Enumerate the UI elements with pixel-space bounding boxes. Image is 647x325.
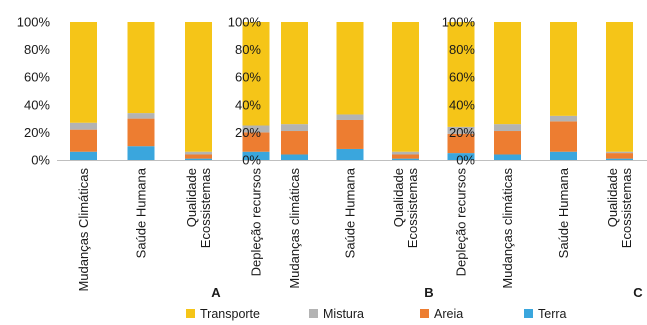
y-tick-label: 40% bbox=[24, 97, 50, 112]
legend-swatch-mistura bbox=[309, 309, 318, 318]
bar-segment-transporte bbox=[550, 22, 577, 116]
bar-segment-terra bbox=[127, 146, 155, 160]
bar-segment-areia bbox=[447, 133, 475, 154]
bar-segment-terra bbox=[242, 151, 270, 160]
x-category-label: Saúde Humana bbox=[556, 167, 571, 258]
chart-panel-a: 0% 20% 40% 60% 80% 100% Mudanças Climáticas Saú… bbox=[17, 15, 296, 300]
bar-segment-transporte bbox=[606, 22, 633, 152]
bar-segment-terra bbox=[550, 151, 577, 160]
y-tick-label: 60% bbox=[449, 70, 475, 85]
bar-segment-transporte bbox=[185, 22, 212, 152]
bar-segment-mistura bbox=[242, 125, 270, 133]
bar-segment-mistura bbox=[392, 151, 419, 155]
x-category-label: Saúde Humana bbox=[134, 167, 149, 258]
chart-panel-b: 0% 20% 40% 60% 80% 100% Mudanças climáticas Saú… bbox=[228, 15, 499, 300]
legend-label-terra: Terra bbox=[538, 307, 567, 321]
y-tick-label: 20% bbox=[235, 125, 261, 140]
bar-segment-areia bbox=[392, 154, 419, 159]
legend-label-areia: Areia bbox=[434, 307, 464, 321]
bar-segment-areia bbox=[281, 131, 308, 155]
bar-segment-mistura bbox=[494, 124, 521, 132]
bar-segment-transporte bbox=[447, 22, 475, 127]
chart-panel-c: 0% 20% 40% 60% 80% 100% Mudanças climáticas Saú… bbox=[442, 15, 647, 300]
bar-segment-transporte bbox=[494, 22, 521, 125]
bar-segment-terra bbox=[70, 151, 97, 160]
bar-segment-mistura bbox=[606, 151, 633, 154]
y-tick-label: 40% bbox=[235, 97, 261, 112]
y-tick-label: 100% bbox=[17, 15, 51, 30]
bar-segment-transporte bbox=[127, 22, 155, 114]
x-category-label: Mudanças climáticas bbox=[287, 168, 302, 289]
x-category-label: Ecossistemas bbox=[405, 168, 420, 249]
panel-label: B bbox=[424, 285, 433, 300]
x-category-label: Mudanças Climáticas bbox=[76, 168, 91, 292]
y-tick-label: 80% bbox=[449, 42, 475, 57]
charts-svg: 0% 20% 40% 60% 80% 100% Mudanças Climáticas Saú… bbox=[17, 15, 647, 300]
y-tick-label: 60% bbox=[235, 70, 261, 85]
x-category-label: Qualidade bbox=[184, 168, 199, 227]
bar-segment-mistura bbox=[185, 151, 212, 155]
bar-segment-transporte bbox=[336, 22, 364, 115]
y-tick-label: 60% bbox=[24, 70, 50, 85]
bar-segment-areia bbox=[336, 119, 364, 149]
legend-swatch-transporte bbox=[186, 309, 195, 318]
bar-segment-terra bbox=[606, 158, 633, 160]
bar-segment-terra bbox=[336, 148, 364, 160]
bar-segment-transporte bbox=[70, 22, 97, 123]
bar-segment-areia bbox=[242, 132, 270, 152]
panel-label: C bbox=[633, 285, 643, 300]
bar-segment-transporte bbox=[392, 22, 419, 152]
bar-segment-terra bbox=[392, 158, 419, 160]
legend: Transporte Mistura Areia Terra bbox=[0, 304, 647, 324]
bar-segment-transporte bbox=[281, 22, 308, 125]
y-tick-label: 100% bbox=[442, 15, 476, 30]
legend-swatch-areia bbox=[420, 309, 429, 318]
legend-label-mistura: Mistura bbox=[323, 307, 364, 321]
y-tick-label: 0% bbox=[31, 153, 50, 168]
y-tick-label: 20% bbox=[24, 125, 50, 140]
bar-segment-areia bbox=[185, 154, 212, 159]
y-tick-label: 0% bbox=[456, 153, 475, 168]
legend-swatch-terra bbox=[524, 309, 533, 318]
x-category-label: Mudanças climáticas bbox=[500, 168, 515, 289]
y-tick-label: 100% bbox=[228, 15, 262, 30]
x-category-label: Ecossistemas bbox=[619, 168, 634, 249]
bar-segment-areia bbox=[494, 131, 521, 155]
bar-segment-terra bbox=[494, 154, 521, 160]
x-category-label: Depleção recursos bbox=[454, 168, 469, 277]
bar-segment-mistura bbox=[336, 114, 364, 120]
bar-segment-terra bbox=[447, 153, 475, 160]
y-tick-label: 80% bbox=[235, 42, 261, 57]
y-tick-label: 20% bbox=[449, 125, 475, 140]
bar-segment-mistura bbox=[447, 126, 475, 134]
bar-segment-areia bbox=[127, 118, 155, 147]
bar-segment-mistura bbox=[281, 124, 308, 132]
bar-segment-mistura bbox=[550, 115, 577, 122]
x-category-label: Depleção recursos bbox=[249, 168, 264, 277]
x-category-label: Qualidade bbox=[605, 168, 620, 227]
legend-label-transporte: Transporte bbox=[200, 307, 260, 321]
x-category-label: Qualidade bbox=[391, 168, 406, 227]
panel-label: A bbox=[211, 285, 221, 300]
bar-segment-terra bbox=[281, 154, 308, 160]
bar-segment-mistura bbox=[127, 113, 155, 119]
bar-segment-transporte bbox=[242, 22, 270, 126]
bar-segment-areia bbox=[70, 129, 97, 152]
bar-segment-terra bbox=[185, 158, 212, 160]
bar-segment-areia bbox=[550, 121, 577, 152]
y-tick-label: 0% bbox=[242, 153, 261, 168]
y-tick-label: 40% bbox=[449, 97, 475, 112]
x-category-label: Ecossistemas bbox=[198, 168, 213, 249]
x-category-label: Saúde Humana bbox=[343, 167, 358, 258]
y-tick-label: 80% bbox=[24, 42, 50, 57]
bar-segment-mistura bbox=[70, 122, 97, 130]
bar-segment-areia bbox=[606, 153, 633, 159]
